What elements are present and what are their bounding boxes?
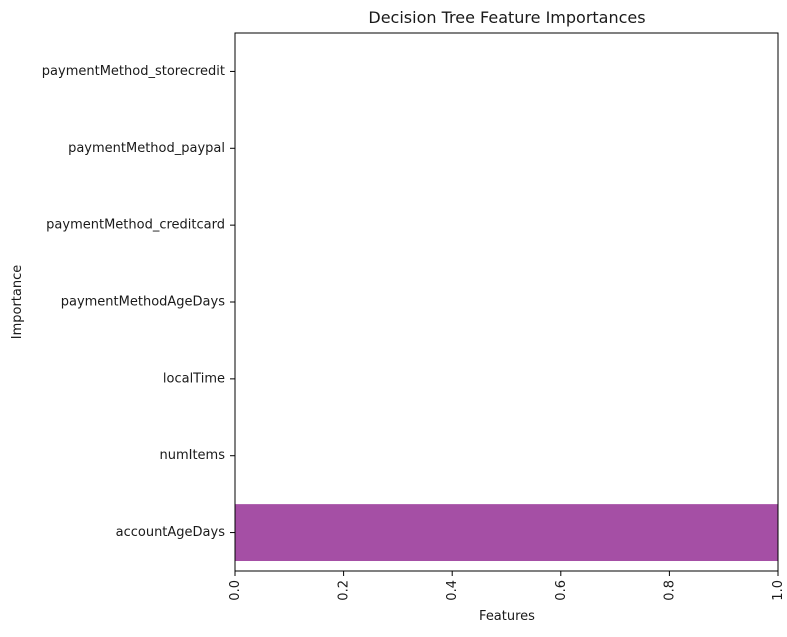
y-tick-label: numItems [159,448,225,463]
y-tick-label: paymentMethodAgeDays [61,295,225,310]
chart-title: Decision Tree Feature Importances [368,8,645,27]
y-tick-label: paymentMethod_storecredit [42,64,225,79]
x-tick-label: 1.0 [771,580,786,601]
y-tick-label: paymentMethod_creditcard [46,218,225,233]
x-axis: 0.0 0.2 0.4 0.6 0.8 1.0 [228,571,786,601]
y-axis-label: Importance [10,265,25,340]
bars-layer [235,504,778,562]
bar-accountAgeDays [235,504,778,562]
x-tick-label: 0.0 [228,580,243,601]
x-tick-label: 0.4 [445,580,460,601]
y-tick-label: localTime [163,371,225,386]
x-tick-label: 0.8 [662,580,677,601]
y-axis: accountAgeDays numItems localTime paymentMe… [42,64,235,540]
plot-frame [234,32,779,572]
x-tick-label: 0.2 [337,580,352,601]
x-tick-label: 0.6 [554,580,569,601]
y-tick-label: paymentMethod_paypal [68,141,225,156]
y-tick-label: accountAgeDays [116,525,226,540]
x-axis-label: Features [479,609,535,624]
